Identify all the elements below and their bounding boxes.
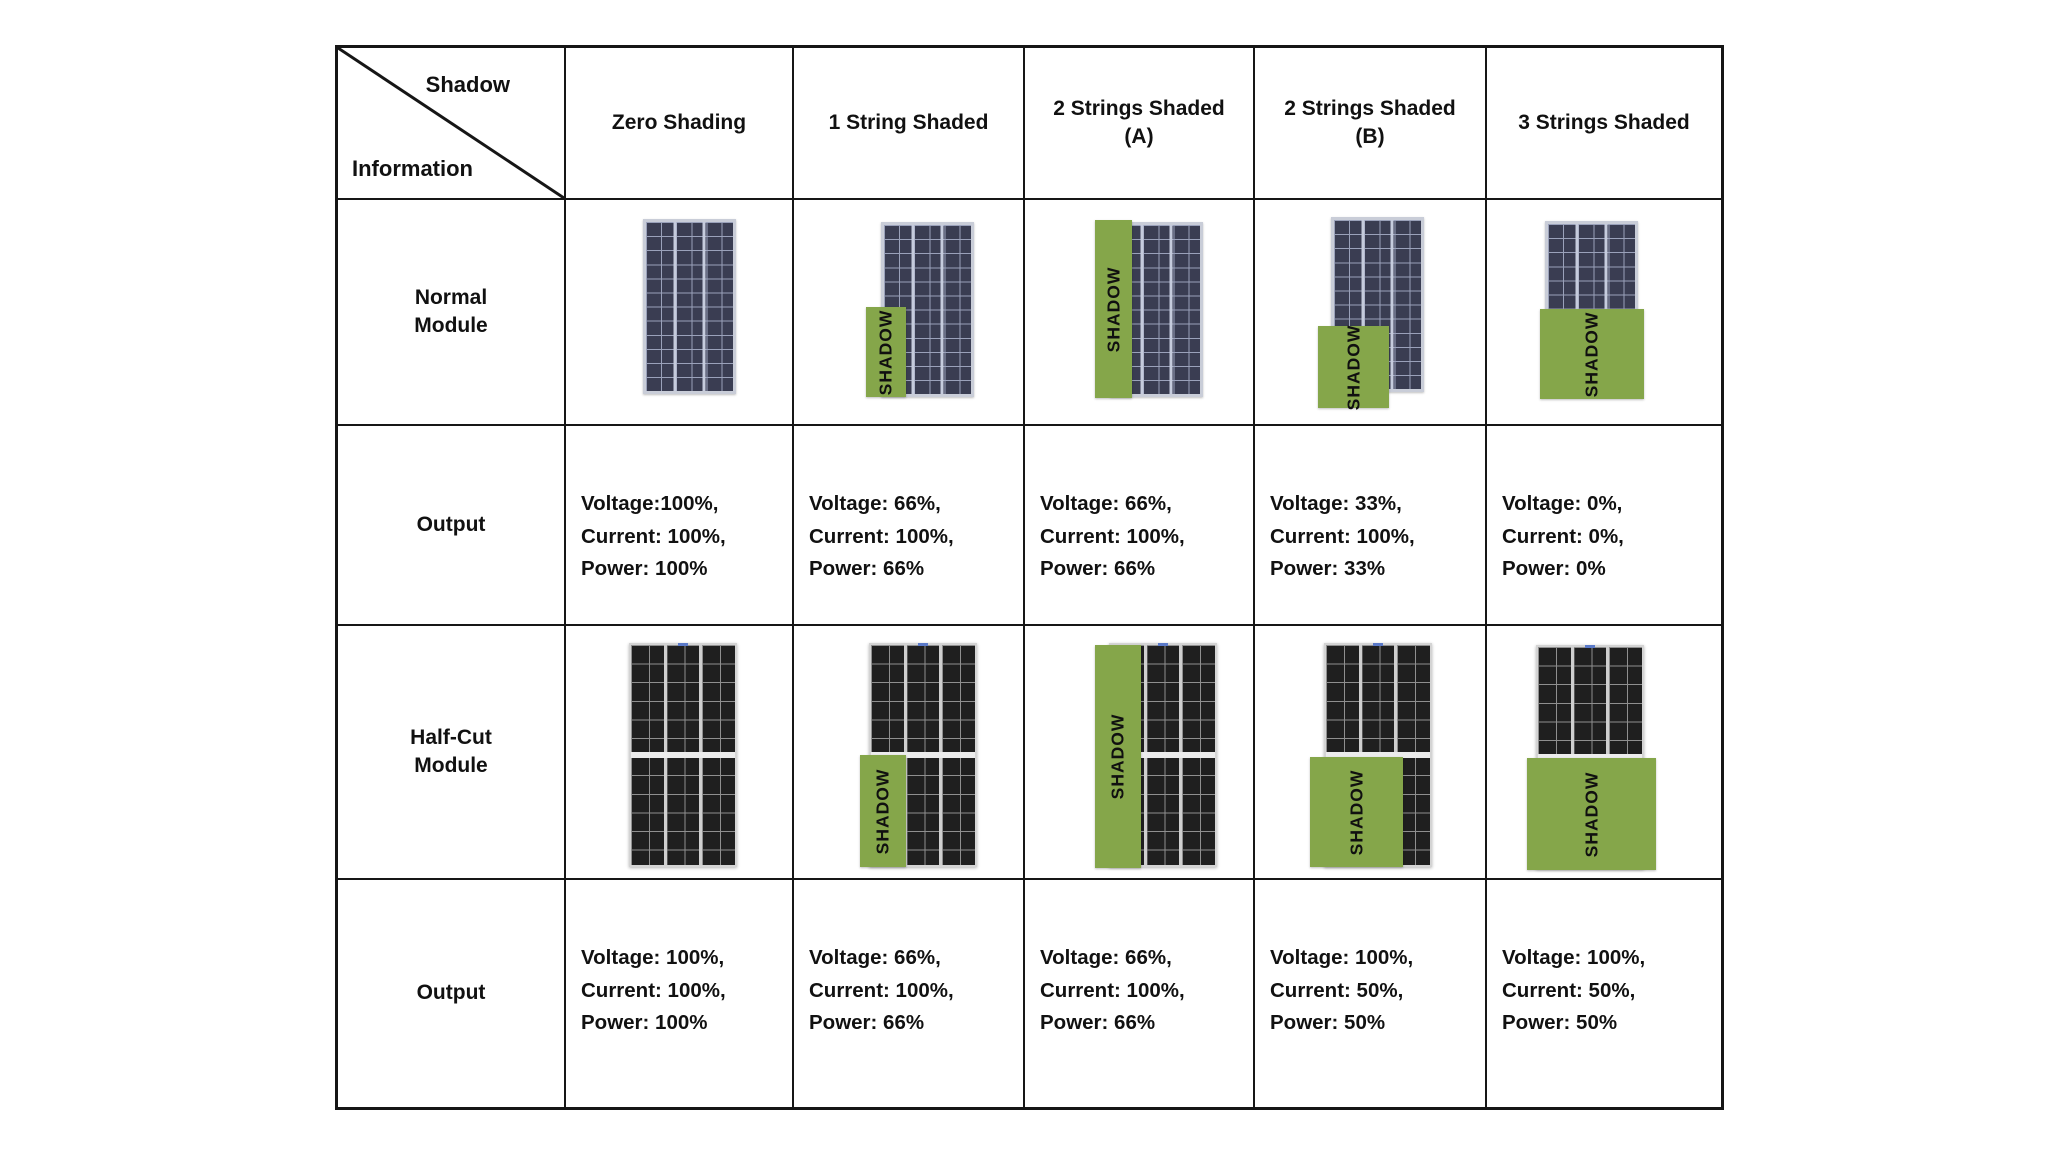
output-current: Current: 100%, — [1270, 524, 1415, 548]
halfcut-module-1-string-shaded-cell: SHADOW — [794, 626, 1025, 880]
output-power: Power: 66% — [809, 557, 925, 580]
halfcut-module-2-strings-shaded-a-cell: SHADOW — [1025, 626, 1255, 880]
output-power: Power: 33% — [1270, 557, 1386, 580]
row-label-output-halfcut: Output — [338, 880, 566, 1107]
column-header-2-strings-shaded-a: 2 Strings Shaded (A) — [1025, 48, 1255, 200]
shadow-overlay: SHADOW — [1527, 758, 1656, 870]
corner-cell: Shadow Information — [338, 48, 566, 200]
output-voltage: Voltage: 100%, — [1502, 946, 1646, 969]
row-label-half-cut-module: Half-Cut Module — [338, 626, 566, 880]
shadow-overlay: SHADOW — [866, 307, 906, 397]
output-halfcut-3-strings: Voltage: 100%, Current: 50%, Power: 50% — [1487, 880, 1721, 1107]
output-halfcut-zero-shading: Voltage: 100%, Current: 100%, Power: 100… — [566, 880, 794, 1107]
solar-panel-halfcut — [629, 643, 737, 867]
column-header-zero-shading: Zero Shading — [566, 48, 794, 200]
shadow-overlay: SHADOW — [1318, 324, 1389, 410]
output-current: Current: 100%, — [1040, 978, 1185, 1002]
output-voltage: Voltage: 100%, — [581, 946, 725, 969]
halfcut-module-2-strings-shaded-b-cell: SHADOW — [1255, 626, 1487, 880]
solar-panel-normal — [643, 219, 736, 394]
output-voltage: Voltage:100%, — [581, 492, 719, 515]
output-voltage: Voltage: 66%, — [809, 492, 941, 515]
row-label-text: Normal Module — [414, 285, 488, 337]
row-label-output-normal: Output — [338, 426, 566, 626]
column-header-3-strings-shaded: 3 Strings Shaded — [1487, 48, 1721, 200]
output-power: Power: 66% — [809, 1011, 925, 1034]
shadow-overlay-label: SHADOW — [1343, 324, 1363, 410]
output-current: Current: 100%, — [809, 978, 954, 1002]
shadow-overlay-label: SHADOW — [872, 768, 893, 854]
output-halfcut-2-strings-b: Voltage: 100%, Current: 50%, Power: 50% — [1255, 880, 1487, 1107]
column-header-1-string-shaded: 1 String Shaded — [794, 48, 1025, 200]
halfcut-module-3-strings-shaded-cell: SHADOW — [1487, 626, 1721, 880]
output-voltage: Voltage: 66%, — [1040, 492, 1172, 515]
row-label-text: Output — [416, 512, 486, 536]
output-voltage: Voltage: 0%, — [1502, 492, 1623, 515]
row-label-normal-module: Normal Module — [338, 200, 566, 426]
shadow-overlay: SHADOW — [1540, 309, 1644, 399]
output-normal-1-string: Voltage: 66%, Current: 100%, Power: 66% — [794, 426, 1025, 626]
shadow-overlay-label: SHADOW — [1107, 713, 1128, 800]
output-current: Current: 100%, — [581, 524, 726, 548]
output-current: Current: 0%, — [1502, 524, 1624, 548]
output-power: Power: 66% — [1040, 1011, 1156, 1034]
output-power: Power: 50% — [1270, 1011, 1386, 1034]
corner-label-shadow: Shadow — [425, 72, 510, 97]
output-power: Power: 100% — [581, 1011, 708, 1034]
output-halfcut-1-string: Voltage: 66%, Current: 100%, Power: 66% — [794, 880, 1025, 1107]
shadow-overlay-label: SHADOW — [1346, 769, 1366, 855]
output-normal-3-strings: Voltage: 0%, Current: 0%, Power: 0% — [1487, 426, 1721, 626]
shadow-overlay-label: SHADOW — [875, 309, 896, 395]
shadow-overlay: SHADOW — [1095, 645, 1141, 868]
shading-comparison-table: Shadow Information Zero Shading 1 String… — [335, 45, 1724, 1110]
output-normal-2-strings-a: Voltage: 66%, Current: 100%, Power: 66% — [1025, 426, 1255, 626]
output-voltage: Voltage: 100%, — [1270, 946, 1414, 969]
normal-module-1-string-shaded-cell: SHADOW — [794, 200, 1025, 426]
shadow-overlay: SHADOW — [1310, 757, 1403, 867]
output-current: Current: 100%, — [809, 524, 954, 548]
corner-label-information: Information — [352, 156, 473, 181]
row-label-text: Output — [416, 981, 486, 1005]
normal-module-3-strings-shaded-cell: SHADOW — [1487, 200, 1721, 426]
shadow-overlay-label: SHADOW — [1581, 771, 1601, 857]
column-header-label: 1 String Shaded — [828, 110, 989, 134]
normal-module-2-strings-shaded-a-cell: SHADOW — [1025, 200, 1255, 426]
column-header-label: Zero Shading — [611, 110, 747, 134]
column-header-2-strings-shaded-b: 2 Strings Shaded (B) — [1255, 48, 1487, 200]
shadow-overlay: SHADOW — [1095, 220, 1132, 398]
output-normal-zero-shading: Voltage:100%, Current: 100%, Power: 100% — [566, 426, 794, 626]
output-current: Current: 100%, — [1040, 524, 1185, 548]
output-power: Power: 100% — [581, 557, 708, 580]
diagonal-divider-line — [338, 48, 564, 198]
column-header-label: 2 Strings Shaded (A) — [1053, 96, 1225, 148]
column-header-label: 3 Strings Shaded — [1518, 110, 1690, 134]
output-voltage: Voltage: 66%, — [809, 946, 941, 969]
output-voltage: Voltage: 33%, — [1270, 492, 1402, 515]
shadow-overlay: SHADOW — [860, 755, 906, 867]
shadow-overlay-label: SHADOW — [1103, 266, 1123, 352]
column-header-label: 2 Strings Shaded (B) — [1284, 96, 1456, 148]
shadow-overlay-label: SHADOW — [1581, 311, 1602, 397]
output-voltage: Voltage: 66%, — [1040, 946, 1172, 969]
output-power: Power: 66% — [1040, 557, 1156, 580]
normal-module-2-strings-shaded-b-cell: SHADOW — [1255, 200, 1487, 426]
output-current: Current: 100%, — [581, 978, 726, 1002]
output-normal-2-strings-b: Voltage: 33%, Current: 100%, Power: 33% — [1255, 426, 1487, 626]
halfcut-module-zero-shading-cell — [566, 626, 794, 880]
row-label-text: Half-Cut Module — [410, 725, 492, 777]
normal-module-zero-shading-cell — [566, 200, 794, 426]
output-current: Current: 50%, — [1270, 978, 1404, 1002]
output-power: Power: 0% — [1502, 557, 1606, 580]
output-power: Power: 50% — [1502, 1011, 1618, 1034]
output-halfcut-2-strings-a: Voltage: 66%, Current: 100%, Power: 66% — [1025, 880, 1255, 1107]
output-current: Current: 50%, — [1502, 978, 1636, 1002]
